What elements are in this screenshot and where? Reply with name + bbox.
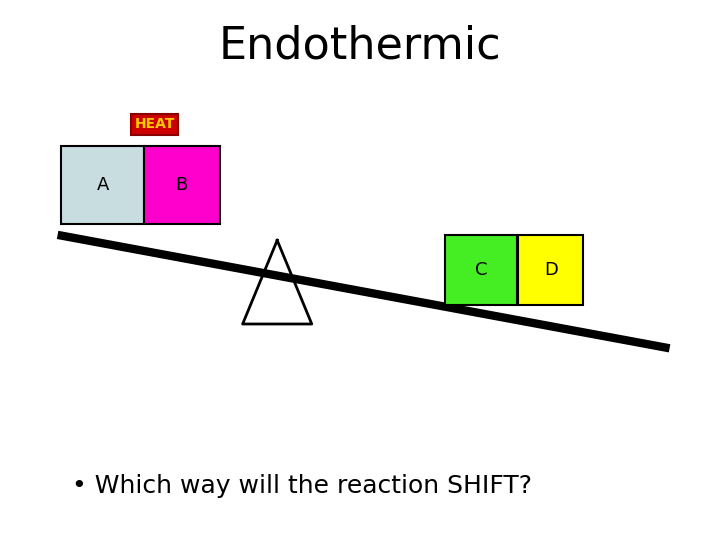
Bar bbox=[144, 146, 220, 224]
Text: HEAT: HEAT bbox=[135, 117, 175, 131]
Text: C: C bbox=[474, 261, 487, 279]
Bar bbox=[518, 235, 583, 305]
Bar bbox=[61, 146, 144, 224]
Text: Endothermic: Endothermic bbox=[219, 24, 501, 68]
Text: D: D bbox=[544, 261, 558, 279]
Bar bbox=[445, 235, 517, 305]
Text: • Which way will the reaction SHIFT?: • Which way will the reaction SHIFT? bbox=[72, 474, 532, 498]
Text: B: B bbox=[176, 176, 188, 194]
Text: A: A bbox=[96, 176, 109, 194]
